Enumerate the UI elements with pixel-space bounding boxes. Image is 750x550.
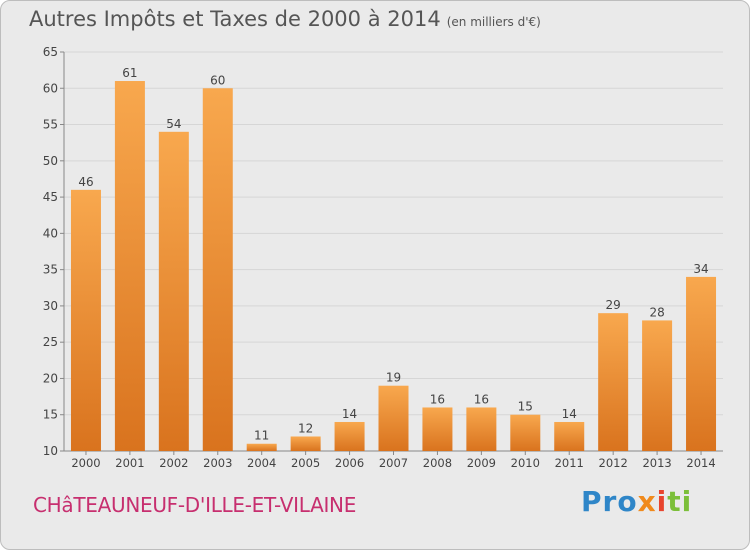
x-tick-label: 2012: [599, 456, 628, 470]
bar: [554, 421, 585, 451]
bar: [246, 443, 277, 451]
y-tick-label: 55: [43, 118, 58, 132]
bars: [70, 81, 717, 452]
logo-part-4: ti: [667, 485, 693, 518]
x-tick-label: 2009: [467, 456, 496, 470]
bar: [466, 407, 497, 451]
bar: [378, 385, 409, 451]
bar-value-label: 15: [518, 400, 533, 414]
bar: [686, 276, 717, 451]
y-tick-label: 15: [43, 408, 58, 422]
bar-value-label: 19: [386, 371, 401, 385]
y-tick-label: 40: [43, 226, 58, 240]
axes: 10 15 20 25 30 35 40 45 50 55 60 65 2000 2001 2002 2003…: [43, 45, 723, 470]
y-tick-label: 25: [43, 335, 58, 349]
x-tick-label: 2001: [115, 456, 144, 470]
y-tick-label: 20: [43, 371, 58, 385]
bar: [642, 320, 673, 451]
chart-title-text: Autres Impôts et Taxes de 2000 à 2014: [29, 7, 441, 31]
bar: [510, 414, 541, 451]
bar-value-label: 46: [78, 175, 93, 189]
y-tick-label: 60: [43, 81, 58, 95]
bar-value-label: 34: [693, 262, 708, 276]
bar-value-label: 11: [254, 429, 269, 443]
data-labels: 46 61 54 60 11 12 14 19 16 16 15 14 29 28 34: [78, 66, 708, 443]
logo-part-1: Pro: [581, 485, 638, 518]
x-tick-label: 2004: [247, 456, 276, 470]
x-tick-label: 2011: [555, 456, 584, 470]
bar-value-label: 28: [649, 305, 664, 319]
y-tick-label: 35: [43, 263, 58, 277]
bar: [114, 81, 145, 451]
bar: [290, 436, 321, 451]
x-tick-label: 2013: [642, 456, 671, 470]
bar-value-label: 54: [166, 117, 181, 131]
bar-value-label: 61: [122, 66, 137, 80]
bar: [70, 189, 101, 451]
y-tick-label: 45: [43, 190, 58, 204]
bar-value-label: 60: [210, 73, 225, 87]
bar-value-label: 16: [430, 392, 445, 406]
bar-value-label: 14: [562, 407, 577, 421]
x-tick-label: 2003: [203, 456, 232, 470]
y-tick-label: 10: [43, 444, 58, 458]
x-tick-label: 2005: [291, 456, 320, 470]
bar: [334, 421, 365, 451]
logo-part-3: i: [656, 485, 668, 518]
bar: [598, 313, 629, 451]
x-tick-label: 2007: [379, 456, 408, 470]
bar: [158, 131, 189, 452]
x-tick-label: 2002: [159, 456, 188, 470]
bar-value-label: 16: [474, 392, 489, 406]
x-tick-label: 2008: [423, 456, 452, 470]
bar: [422, 407, 453, 451]
chart-subtitle: (en milliers d'€): [446, 15, 541, 29]
x-tick-label: 2010: [511, 456, 540, 470]
x-tick-label: 2000: [71, 456, 100, 470]
y-tick-label: 65: [43, 45, 58, 59]
x-tick-label: 2014: [686, 456, 715, 470]
y-tick-label: 30: [43, 299, 58, 313]
logo-part-2: x: [637, 485, 657, 518]
x-tick-label: 2006: [335, 456, 364, 470]
chart-title: Autres Impôts et Taxes de 2000 à 2014 (en…: [29, 7, 541, 31]
y-tick-label: 50: [43, 154, 58, 168]
bar: [202, 88, 233, 451]
town-name: CHâTEAUNEUF-D'ILLE-ET-VILAINE: [33, 493, 357, 517]
bar-value-label: 29: [606, 298, 621, 312]
bar-value-label: 14: [342, 407, 357, 421]
proxiti-logo[interactable]: Proxiti: [581, 485, 692, 518]
bar-value-label: 12: [298, 421, 313, 435]
